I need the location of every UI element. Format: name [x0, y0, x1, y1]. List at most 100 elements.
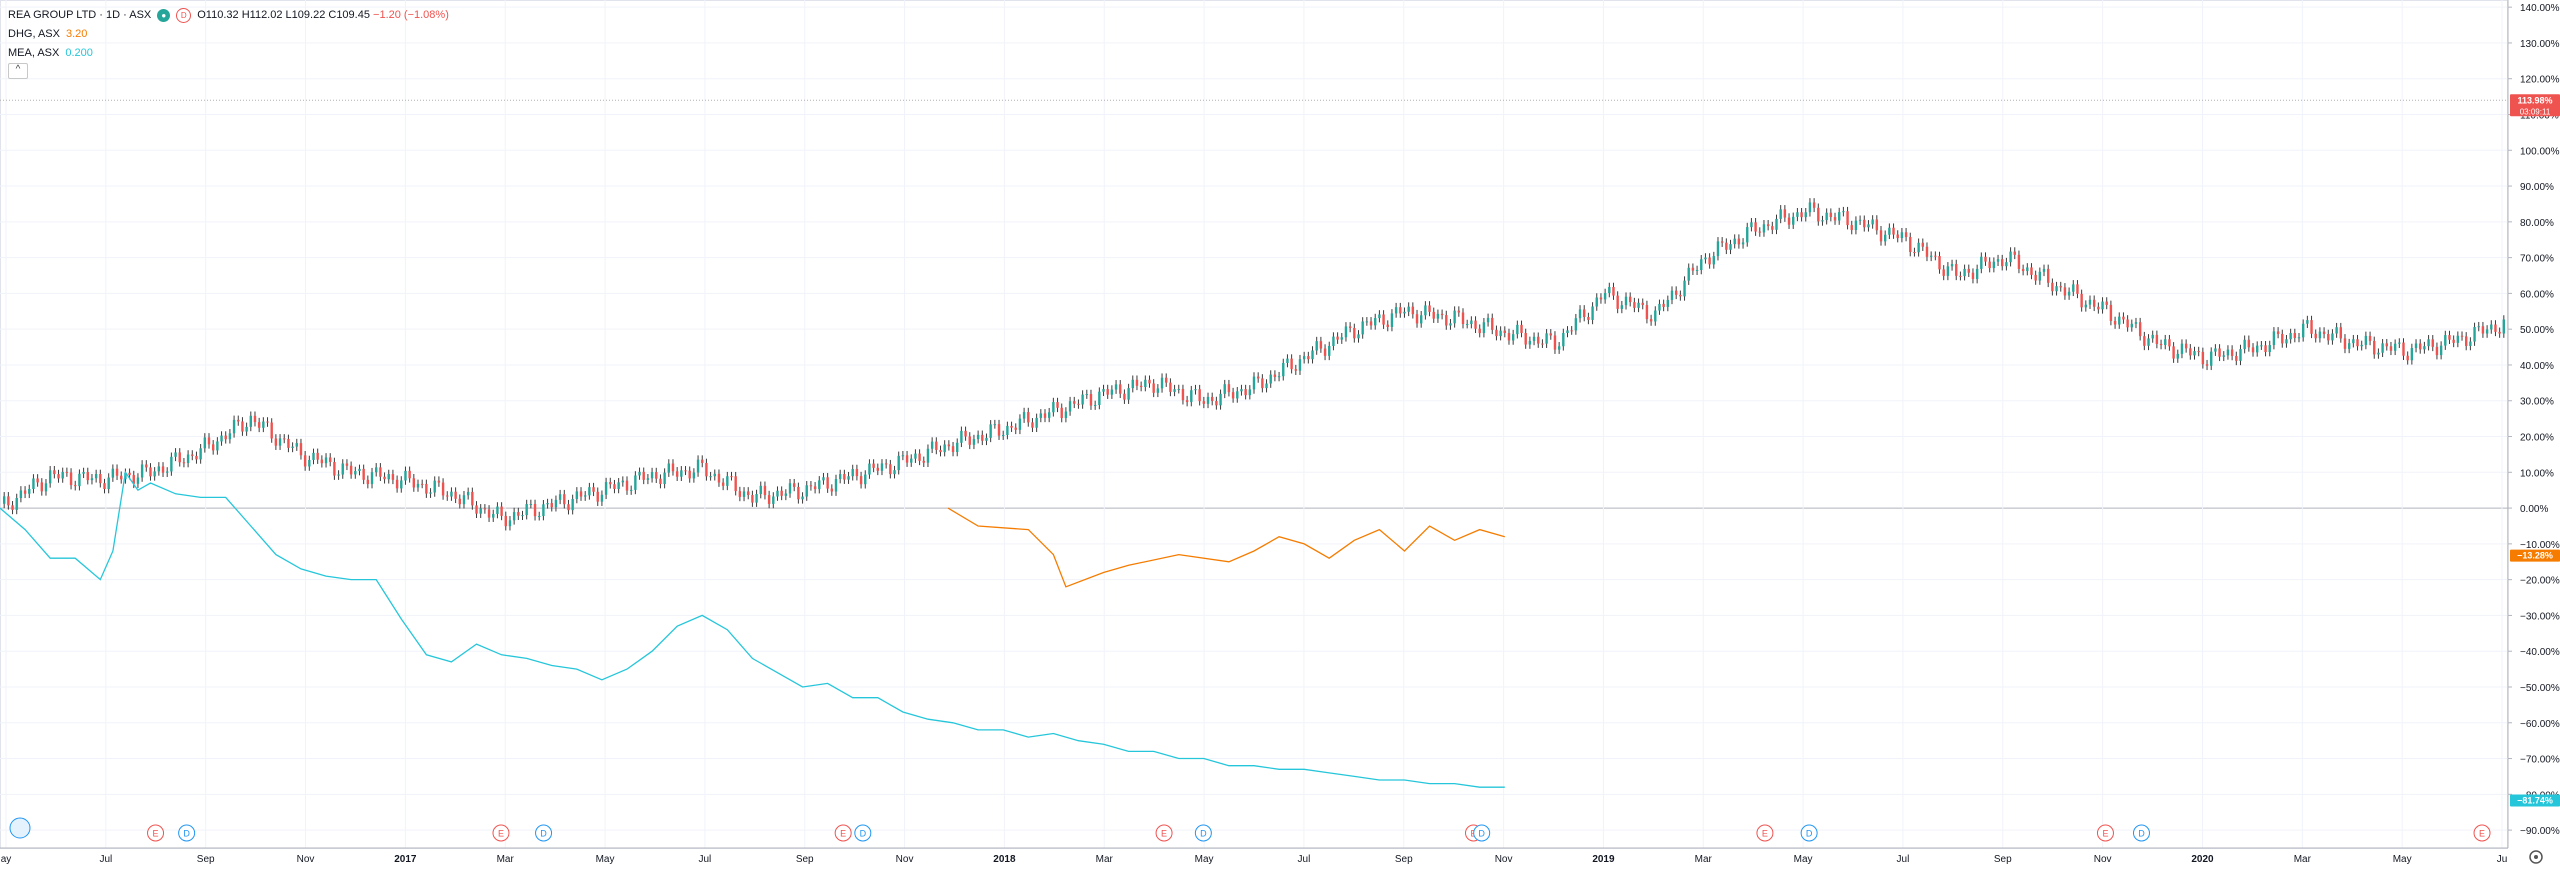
candle-body	[1591, 306, 1594, 320]
earnings-marker[interactable]	[2473, 824, 2491, 842]
earnings-marker[interactable]	[492, 824, 510, 842]
chevron-up-icon[interactable]: ^	[8, 63, 28, 79]
candle-body	[1758, 231, 1761, 233]
time-tick-label: May	[2393, 854, 2412, 865]
candle-body	[1432, 311, 1435, 319]
dividend-marker[interactable]	[854, 824, 872, 842]
candle-body	[1369, 321, 1373, 326]
time-tick-label: Ju	[2497, 854, 2508, 865]
candle-body	[69, 472, 73, 486]
legend-compare-mea[interactable]: MEA, ASX 0.200	[8, 44, 449, 63]
candle-body	[2017, 254, 2021, 269]
candle-body	[2343, 338, 2347, 349]
candle-body	[387, 474, 390, 480]
candle-body	[1570, 330, 1573, 332]
candle-body	[1929, 255, 1933, 257]
candle-body	[1524, 332, 1527, 345]
dividend-marker[interactable]	[178, 824, 196, 842]
dividend-marker[interactable]	[1800, 824, 1818, 842]
event-marker-label: D	[183, 829, 190, 839]
candle-body	[1478, 328, 1481, 334]
candle-body	[1825, 212, 1828, 221]
series-line-dhg[interactable]	[947, 507, 1505, 588]
candle-body	[1988, 261, 1991, 269]
candle-body	[316, 452, 319, 460]
candle-body	[2168, 339, 2171, 347]
candle-body	[2084, 304, 2088, 308]
candle-body	[1486, 317, 1490, 323]
legend-low: L109.22	[285, 9, 326, 21]
candle-body	[968, 436, 971, 445]
candle-body	[166, 471, 169, 473]
candle-body	[1662, 303, 1665, 307]
time-tick-label: Sep	[1395, 854, 1413, 865]
dividend-marker[interactable]	[1473, 824, 1491, 842]
candle-body	[237, 419, 240, 422]
candle-body	[291, 446, 294, 448]
candle-body	[675, 471, 679, 477]
candle-body	[1695, 269, 1699, 271]
candle-body	[1833, 217, 1837, 221]
candle-body	[149, 467, 152, 477]
candle-body	[1236, 391, 1239, 399]
candle-body	[1503, 330, 1506, 333]
candle-body	[1403, 311, 1406, 314]
price-tick-label: 100.00%	[2520, 146, 2560, 157]
candle-body	[830, 488, 834, 492]
candle-body	[1323, 348, 1327, 356]
candle-body	[1771, 226, 1774, 230]
legend-compare-dhg[interactable]: DHG, ASX 3.20	[8, 25, 449, 44]
cloud-icon[interactable]	[9, 817, 31, 839]
legend-main-row[interactable]: REA GROUP LTD · 1D · ASX ● D O110.32 H11…	[8, 6, 449, 25]
candle-body	[517, 512, 520, 516]
time-tick-label: Sep	[197, 854, 215, 865]
candle-body	[1035, 417, 1038, 428]
candle-body	[450, 491, 453, 497]
earnings-marker[interactable]	[1155, 824, 1173, 842]
candle-body	[2410, 348, 2414, 361]
series-line-mea[interactable]	[0, 470, 1505, 788]
gear-icon[interactable]	[2529, 850, 2543, 864]
candle-body	[74, 485, 77, 487]
earnings-marker[interactable]	[2096, 824, 2114, 842]
candle-body	[696, 459, 700, 473]
candle-body	[1144, 379, 1147, 387]
candle-body	[1227, 384, 1231, 393]
candle-body	[1378, 314, 1381, 319]
earnings-marker[interactable]	[147, 824, 165, 842]
earnings-marker[interactable]	[834, 824, 852, 842]
candle-body	[1031, 422, 1034, 428]
earnings-marker[interactable]	[1756, 824, 1774, 842]
candle-body	[1006, 425, 1009, 435]
dividend-icon[interactable]: D	[176, 8, 192, 23]
candle-body	[1185, 400, 1189, 403]
candle-body	[408, 470, 411, 479]
candle-body	[939, 449, 942, 453]
candle-body	[1336, 336, 1339, 340]
candle-body	[2406, 355, 2409, 361]
candle-body	[2335, 327, 2338, 334]
candle-body	[609, 482, 612, 485]
candle-body	[1541, 343, 1544, 345]
candle-body	[563, 494, 566, 505]
time-tick-label: Mar	[2294, 854, 2312, 865]
candle-body	[2005, 262, 2008, 267]
candle-body	[2138, 322, 2142, 337]
dividend-marker[interactable]	[1194, 824, 1212, 842]
dividend-marker[interactable]	[2132, 824, 2150, 842]
legend: REA GROUP LTD · 1D · ASX ● D O110.32 H11…	[8, 6, 449, 79]
candle-body	[391, 474, 395, 480]
candle-body	[926, 448, 930, 463]
event-marker-label: E	[153, 829, 159, 839]
candle-body	[1896, 234, 1899, 239]
dividend-marker[interactable]	[535, 824, 553, 842]
candle-body	[366, 479, 370, 485]
candle-body	[429, 492, 432, 494]
candle-body	[1499, 330, 1502, 337]
candle-body	[1110, 389, 1114, 395]
price-label-countdown: 03:09:11	[2520, 107, 2551, 116]
visibility-icon[interactable]: ●	[157, 9, 171, 22]
candle-body	[2347, 343, 2351, 349]
